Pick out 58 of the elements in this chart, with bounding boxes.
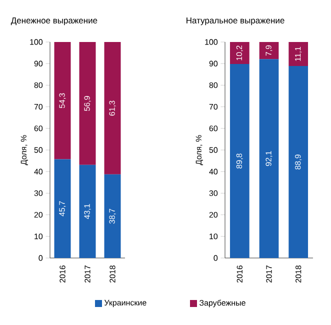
x-tick-label: 2017 (84, 266, 90, 283)
bar (79, 164, 96, 258)
x-tick-label: 2016 (236, 265, 242, 283)
bar (259, 42, 279, 60)
y-tick-label: 40 (209, 168, 218, 174)
y-tick-label: 70 (209, 104, 218, 110)
y-axis-title: Доля, % (20, 135, 28, 166)
data-label: 38,7 (109, 208, 116, 224)
legend-label: Зарубежные (199, 300, 246, 308)
data-label: 56,9 (84, 96, 91, 111)
y-tick-label: 90 (34, 60, 43, 66)
bar (230, 64, 250, 258)
bar (104, 42, 121, 174)
y-axis-title: Доля, % (196, 135, 203, 166)
x-tick-label: 2018 (296, 265, 302, 283)
y-tick-label: 30 (209, 190, 218, 196)
y-tick-label: 70 (34, 104, 43, 110)
y-tick-label: 40 (34, 168, 43, 174)
bar (79, 42, 96, 165)
y-tick-label: 60 (34, 126, 43, 132)
y-tick-label: 0 (38, 255, 43, 261)
data-label: 89,8 (236, 154, 243, 168)
chart-title: Денежное выражение (10, 18, 98, 26)
y-tick-label: 30 (34, 190, 43, 196)
x-tick-label: 2018 (110, 265, 116, 283)
y-tick-label: 100 (30, 39, 43, 45)
bar (259, 59, 279, 258)
y-tick-label: 80 (34, 82, 43, 88)
y-tick-label: 0 (214, 255, 218, 261)
data-label: 88,9 (295, 154, 302, 170)
data-label: 11,1 (295, 46, 302, 61)
data-label: 92,1 (266, 151, 272, 166)
x-tick-label: 2017 (266, 266, 272, 283)
bar (230, 42, 250, 64)
data-label: 10,2 (236, 46, 243, 60)
y-tick-label: 100 (205, 39, 218, 45)
bar (104, 174, 121, 258)
data-label: 61,3 (109, 100, 116, 116)
data-label: 54,3 (59, 93, 66, 108)
y-tick-label: 50 (34, 147, 43, 153)
y-tick-label: 60 (209, 126, 218, 132)
y-tick-label: 50 (209, 147, 218, 153)
y-tick-label: 90 (209, 60, 218, 66)
data-label: 43,1 (84, 204, 91, 220)
y-tick-label: 80 (209, 82, 218, 88)
legend-label: Украинские (104, 300, 146, 308)
data-label: 45,7 (59, 201, 66, 216)
y-tick-label: 10 (34, 234, 43, 240)
y-tick-label: 20 (209, 212, 218, 218)
y-tick-label: 20 (34, 212, 43, 218)
chart-title: Натуральное выражение (186, 18, 284, 26)
x-tick-label: 2016 (60, 265, 66, 283)
bar (288, 66, 308, 258)
bar (54, 42, 71, 160)
y-tick-label: 10 (210, 234, 218, 240)
bar (288, 42, 308, 66)
bar (54, 159, 71, 258)
data-label: 7,9 (266, 45, 272, 56)
